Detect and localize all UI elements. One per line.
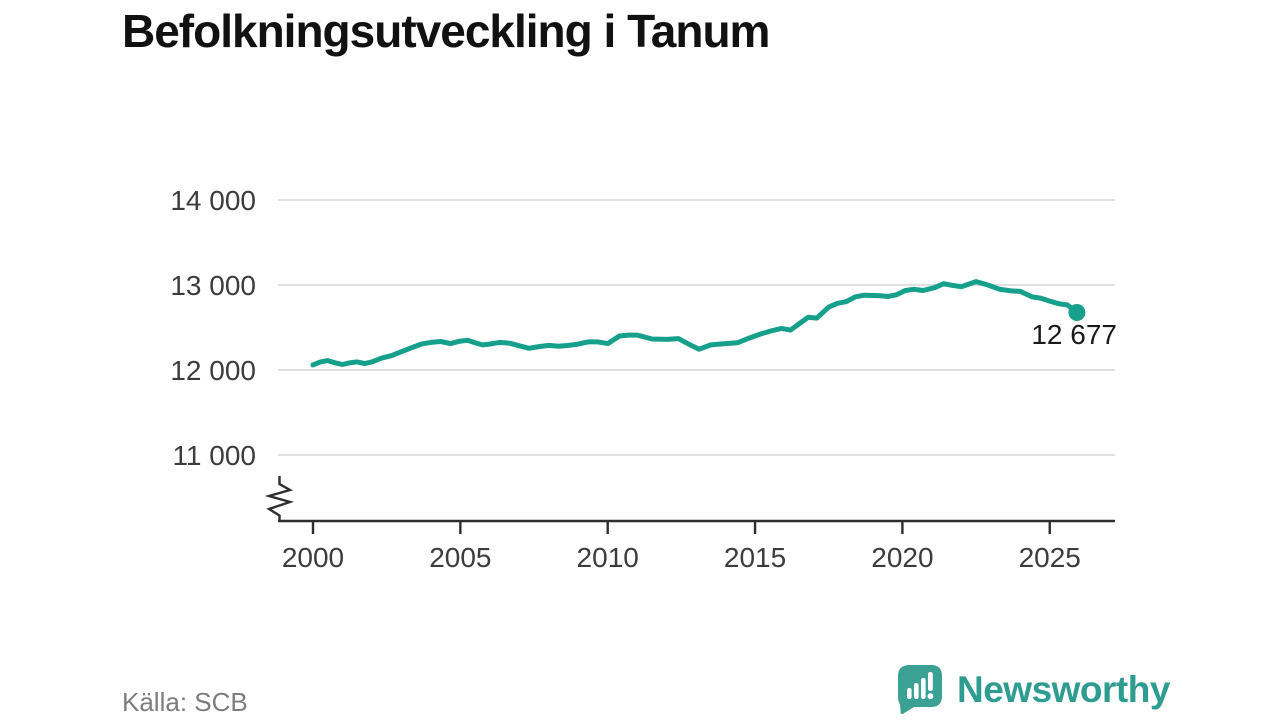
chart-title: Befolkningsutveckling i Tanum <box>122 5 770 57</box>
x-tick-label: 2015 <box>724 542 786 573</box>
y-tick-label: 13 000 <box>170 270 256 301</box>
latest-point-marker <box>1068 304 1086 321</box>
bar-chart-bar-1 <box>907 688 912 699</box>
gridlines <box>278 199 1115 456</box>
y-tick-label: 14 000 <box>170 185 256 216</box>
bar-chart-bar-3 <box>921 678 926 699</box>
x-tick-label: 2000 <box>282 542 344 573</box>
x-tick-label: 2010 <box>577 542 639 573</box>
brand-wordmark: Newsworthy <box>957 669 1170 710</box>
exclamation-dot <box>927 693 934 700</box>
y-axis-break-icon <box>264 476 295 521</box>
source-caption: Källa: SCB <box>122 687 248 717</box>
x-tick-label: 2005 <box>429 542 491 573</box>
brand-lockup: Newsworthy <box>897 664 1170 716</box>
bar-chart-bar-2 <box>914 683 919 699</box>
population-line <box>310 279 1080 368</box>
value-labels: 12 677 <box>1031 319 1117 350</box>
y-tick-label: 12 000 <box>170 355 256 386</box>
x-tick-label: 2020 <box>871 542 933 573</box>
newsworthy-logo-icon <box>898 665 942 715</box>
axes: 14 000 13 000 12 000 11 000 2000 2005 2010 2015… <box>170 185 1115 573</box>
exclamation-bar <box>928 672 933 691</box>
y-tick-label: 11 000 <box>172 440 256 471</box>
x-tick-label: 2025 <box>1019 542 1081 573</box>
speech-bubble-shape <box>898 665 942 715</box>
latest-value-label: 12 677 <box>1031 319 1117 350</box>
series <box>310 279 1086 368</box>
